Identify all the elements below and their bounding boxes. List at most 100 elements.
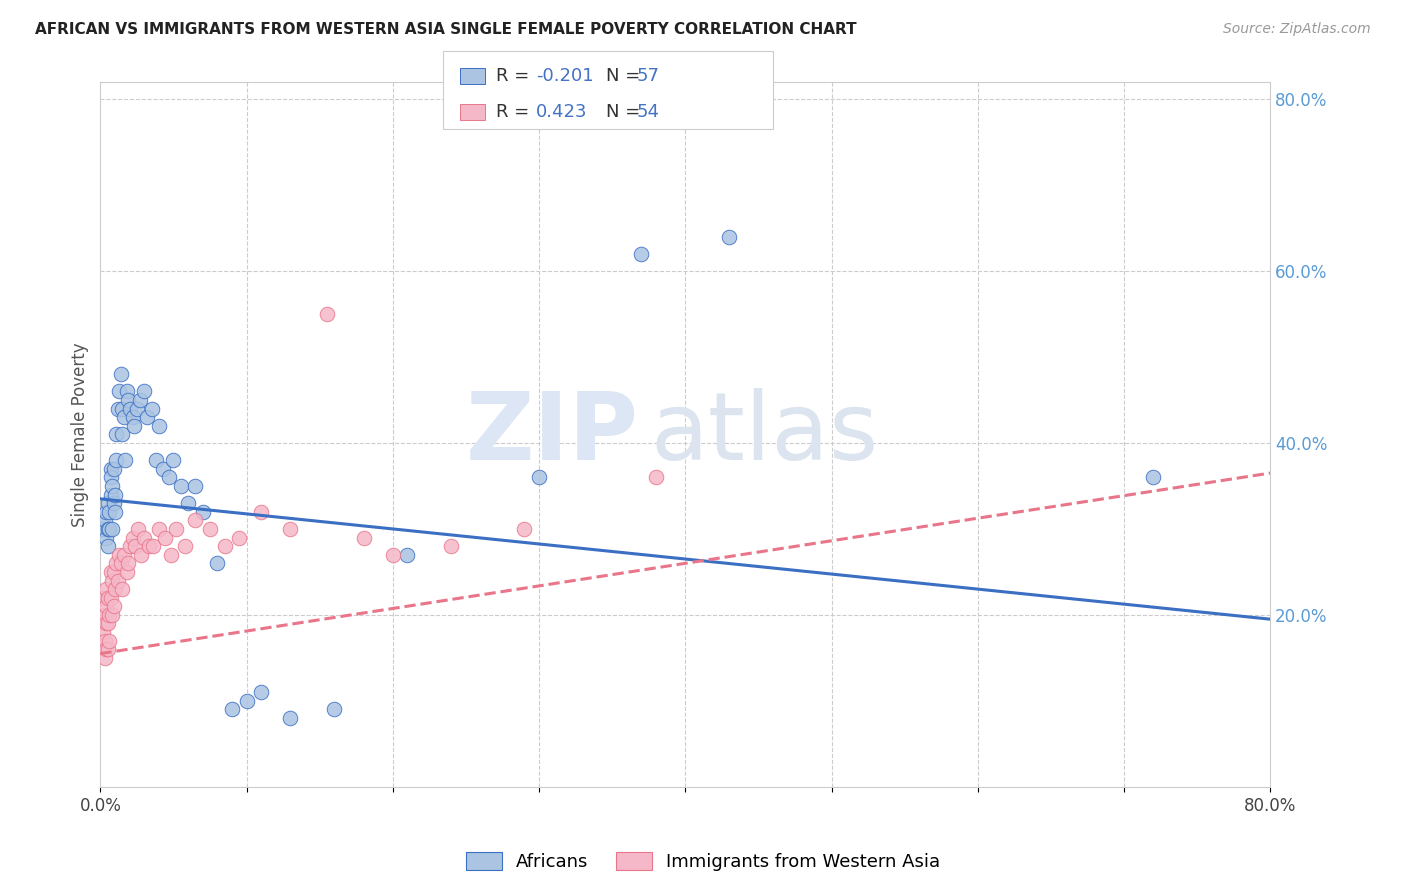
Point xyxy=(159,548,181,562)
Point xyxy=(138,539,160,553)
Point xyxy=(97,539,120,553)
Point xyxy=(91,625,114,640)
Point xyxy=(103,496,125,510)
Point xyxy=(96,531,118,545)
Point xyxy=(153,531,176,545)
Point xyxy=(97,642,120,657)
Text: 0.423: 0.423 xyxy=(536,103,588,121)
Point xyxy=(93,513,115,527)
Point xyxy=(96,616,118,631)
Point xyxy=(101,607,124,622)
Point xyxy=(98,522,121,536)
Point xyxy=(103,565,125,579)
Point xyxy=(136,410,159,425)
Point xyxy=(97,616,120,631)
Y-axis label: Single Female Poverty: Single Female Poverty xyxy=(72,342,89,526)
Text: atlas: atlas xyxy=(650,388,879,481)
Point xyxy=(97,591,120,605)
Point xyxy=(110,557,132,571)
Point xyxy=(228,531,250,545)
Point xyxy=(134,384,156,399)
Point xyxy=(381,548,404,562)
Point xyxy=(103,462,125,476)
Text: Source: ZipAtlas.com: Source: ZipAtlas.com xyxy=(1223,22,1371,37)
Point xyxy=(115,565,138,579)
Point xyxy=(105,453,128,467)
Point xyxy=(198,522,221,536)
Point xyxy=(214,539,236,553)
Point xyxy=(396,548,419,562)
Point xyxy=(114,453,136,467)
Point xyxy=(100,591,122,605)
Point xyxy=(353,531,375,545)
Point xyxy=(117,392,139,407)
Point xyxy=(121,410,143,425)
Point xyxy=(134,531,156,545)
Point xyxy=(207,557,229,571)
Point xyxy=(527,470,550,484)
Legend: Africans, Immigrants from Western Asia: Africans, Immigrants from Western Asia xyxy=(458,845,948,879)
Point xyxy=(121,531,143,545)
Point xyxy=(250,685,273,699)
Point xyxy=(100,470,122,484)
Text: -0.201: -0.201 xyxy=(536,67,593,85)
Point xyxy=(221,702,243,716)
Point xyxy=(96,599,118,614)
Point xyxy=(117,557,139,571)
Point xyxy=(316,307,339,321)
Point xyxy=(104,505,127,519)
Point xyxy=(100,487,122,501)
Point xyxy=(145,453,167,467)
Point xyxy=(141,401,163,416)
Point xyxy=(162,453,184,467)
Point xyxy=(93,651,115,665)
Text: N =: N = xyxy=(606,103,645,121)
Point xyxy=(148,522,170,536)
Point xyxy=(96,582,118,596)
Text: R =: R = xyxy=(496,67,536,85)
Point xyxy=(101,574,124,588)
Point xyxy=(718,229,741,244)
Point xyxy=(184,479,207,493)
Text: 54: 54 xyxy=(637,103,659,121)
Point xyxy=(101,522,124,536)
Text: AFRICAN VS IMMIGRANTS FROM WESTERN ASIA SINGLE FEMALE POVERTY CORRELATION CHART: AFRICAN VS IMMIGRANTS FROM WESTERN ASIA … xyxy=(35,22,856,37)
Text: 57: 57 xyxy=(637,67,659,85)
Point xyxy=(157,470,180,484)
Point xyxy=(107,401,129,416)
Point xyxy=(96,505,118,519)
Point xyxy=(513,522,536,536)
Point xyxy=(127,522,149,536)
Point xyxy=(129,548,152,562)
Point xyxy=(93,633,115,648)
Text: ZIP: ZIP xyxy=(465,388,638,481)
Point xyxy=(107,574,129,588)
Point xyxy=(98,633,121,648)
Point xyxy=(100,565,122,579)
Point xyxy=(645,470,668,484)
Point xyxy=(108,384,131,399)
Point xyxy=(170,479,193,493)
Point xyxy=(128,392,150,407)
Point xyxy=(91,522,114,536)
Point xyxy=(1142,470,1164,484)
Point xyxy=(118,401,141,416)
Point xyxy=(152,462,174,476)
Text: R =: R = xyxy=(496,103,541,121)
Point xyxy=(125,401,148,416)
Point xyxy=(177,496,200,510)
Point xyxy=(105,557,128,571)
Point xyxy=(111,582,134,596)
Point xyxy=(108,548,131,562)
Point xyxy=(110,367,132,381)
Point xyxy=(118,539,141,553)
Point xyxy=(97,522,120,536)
Point xyxy=(148,418,170,433)
Point xyxy=(280,711,302,725)
Point xyxy=(630,247,652,261)
Point xyxy=(91,591,114,605)
Point xyxy=(111,401,134,416)
Point xyxy=(100,462,122,476)
Point xyxy=(323,702,346,716)
Point xyxy=(93,607,115,622)
